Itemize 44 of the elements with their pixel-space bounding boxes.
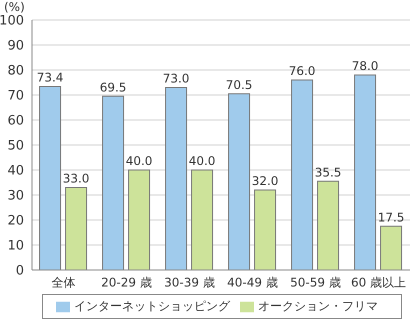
data-label: 76.0 [288, 64, 316, 78]
data-label: 73.4 [36, 70, 64, 84]
x-tick-label: 60 歳以上 [350, 276, 406, 290]
bar [291, 80, 314, 270]
legend-label: インターネットショッピング [74, 299, 230, 313]
y-axis-title: (%) [4, 0, 25, 14]
data-label: 69.5 [100, 80, 126, 94]
legend-label: オークション・フリマ [258, 299, 378, 313]
data-label: 73.0 [162, 72, 190, 86]
x-tick-label: 20-29 歳 [101, 276, 152, 290]
data-label: 70.5 [226, 78, 252, 92]
y-tick-label: 0 [16, 264, 24, 279]
data-label: 40.0 [188, 154, 216, 168]
y-tick-label: 10 [7, 238, 24, 254]
bar [102, 96, 124, 270]
data-label: 33.0 [62, 172, 90, 186]
data-label: 78.0 [352, 59, 378, 73]
y-tick-label: 80 [7, 64, 24, 79]
bar [254, 190, 276, 270]
data-label: 32.0 [252, 174, 278, 188]
bar [380, 226, 402, 270]
bar [191, 170, 214, 270]
y-tick-label: 20 [7, 214, 24, 229]
bar [39, 86, 62, 270]
y-tick-label: 50 [7, 138, 24, 154]
y-tick-label: 30 [7, 188, 24, 204]
x-tick-label: 50-59 歳 [290, 276, 341, 290]
bar [228, 93, 250, 270]
y-tick-label: 40 [7, 164, 24, 179]
data-label: 35.5 [314, 165, 342, 180]
x-tick-label: 全体 [52, 276, 76, 290]
bar [65, 187, 88, 270]
y-tick-label: 90 [7, 38, 24, 54]
bar [128, 170, 150, 270]
x-tick-label: 30-39 歳 [164, 276, 215, 290]
data-label: 40.0 [126, 154, 152, 168]
y-tick-label: 60 [7, 114, 24, 129]
bar [354, 74, 376, 270]
x-tick-label: 40-49 歳 [227, 276, 278, 290]
bar [165, 87, 188, 270]
data-label: 17.5 [378, 210, 404, 224]
y-tick-label: 100 [0, 14, 24, 29]
y-tick-label: 70 [7, 88, 24, 104]
bar [317, 180, 340, 270]
